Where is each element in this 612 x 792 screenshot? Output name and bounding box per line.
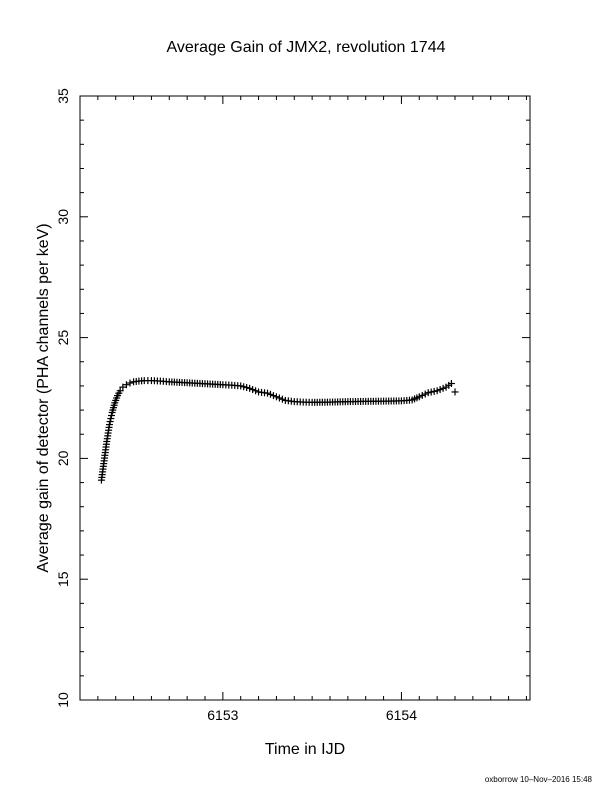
data-point <box>418 391 426 399</box>
data-point <box>237 382 245 390</box>
data-point <box>278 395 286 403</box>
data-point <box>433 387 441 395</box>
tick-labels: 10 15 20 25 30 35 6153 6154 <box>55 88 417 723</box>
data-point <box>275 394 283 402</box>
data-point <box>436 386 444 394</box>
data-point <box>107 412 115 420</box>
y-tick-label: 30 <box>55 209 71 225</box>
data-points <box>97 377 459 484</box>
data-point <box>415 393 423 401</box>
data-point <box>451 388 459 396</box>
data-point <box>240 383 248 391</box>
data-point <box>105 421 113 429</box>
x-tick-label: 6154 <box>386 707 417 723</box>
data-point <box>116 387 124 395</box>
data-point <box>439 384 447 392</box>
x-tick-label: 6153 <box>207 707 238 723</box>
data-point <box>272 393 280 401</box>
y-tick-label: 10 <box>55 692 71 708</box>
data-point <box>122 381 130 389</box>
data-point <box>106 418 114 426</box>
data-point <box>427 388 435 396</box>
data-point <box>119 383 127 391</box>
data-point <box>243 384 251 392</box>
data-point <box>430 387 438 395</box>
data-point <box>447 380 455 388</box>
data-point <box>269 392 277 400</box>
y-tick-label: 35 <box>55 88 71 104</box>
y-axis-label: Average gain of detector (PHA channels p… <box>35 223 52 572</box>
data-point <box>424 389 432 397</box>
y-tick-label: 20 <box>55 450 71 466</box>
data-point <box>264 389 271 397</box>
data-point <box>249 386 257 394</box>
tick-marks <box>79 95 530 701</box>
footer-credit: oxborrow 10–Nov–2016 15:48 <box>484 775 592 784</box>
data-point <box>266 390 274 398</box>
y-tick-label: 15 <box>55 571 71 587</box>
data-point <box>126 379 134 387</box>
y-tick-label: 25 <box>55 330 71 346</box>
chart-title: Average Gain of JMX2, revolution 1744 <box>167 39 446 56</box>
data-point <box>421 390 429 398</box>
x-axis-label: Time in IJD <box>265 741 345 758</box>
plot-frame <box>79 95 531 701</box>
data-point <box>107 415 115 423</box>
data-point <box>252 387 260 395</box>
data-point <box>246 384 254 392</box>
